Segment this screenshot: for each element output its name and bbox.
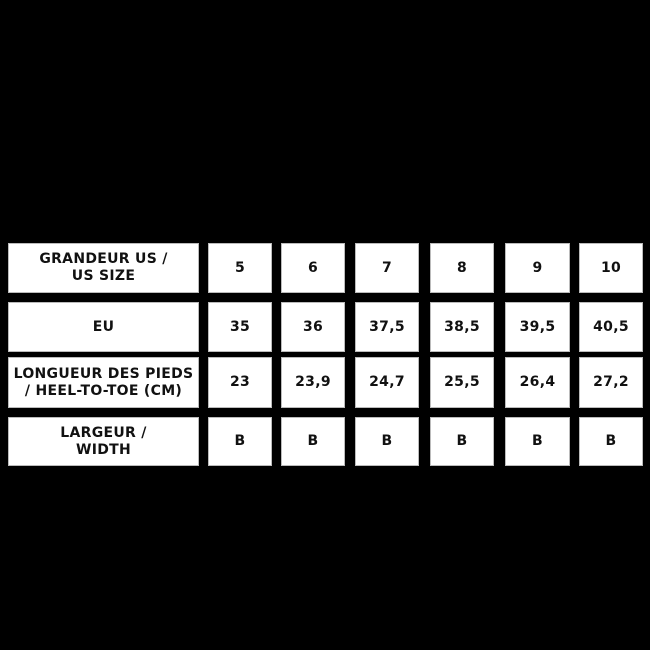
table-cell: 40,5 — [579, 302, 643, 352]
table-cell: 38,5 — [430, 302, 494, 352]
table-cell: 8 — [430, 243, 494, 293]
table-cell: 9 — [505, 243, 570, 293]
table-cell: 36 — [281, 302, 345, 352]
row-label: GRANDEUR US / US SIZE — [8, 243, 199, 293]
table-cell: B — [505, 417, 570, 466]
row-label: LARGEUR / WIDTH — [8, 417, 199, 466]
table-cell: 26,4 — [505, 357, 570, 408]
table-cell: B — [208, 417, 272, 466]
table-cell: 5 — [208, 243, 272, 293]
table-cell: 24,7 — [355, 357, 419, 408]
table-cell: 23 — [208, 357, 272, 408]
table-cell: B — [579, 417, 643, 466]
table-cell: 39,5 — [505, 302, 570, 352]
row-label: EU — [8, 302, 199, 352]
table-cell: B — [430, 417, 494, 466]
table-cell: 35 — [208, 302, 272, 352]
table-cell: 23,9 — [281, 357, 345, 408]
table-cell: 25,5 — [430, 357, 494, 408]
table-cell: 10 — [579, 243, 643, 293]
table-cell: 7 — [355, 243, 419, 293]
table-cell: 27,2 — [579, 357, 643, 408]
table-cell: 6 — [281, 243, 345, 293]
table-cell: B — [281, 417, 345, 466]
table-cell: 37,5 — [355, 302, 419, 352]
table-cell: B — [355, 417, 419, 466]
row-label: LONGUEUR DES PIEDS / HEEL-TO-TOE (CM) — [8, 357, 199, 408]
